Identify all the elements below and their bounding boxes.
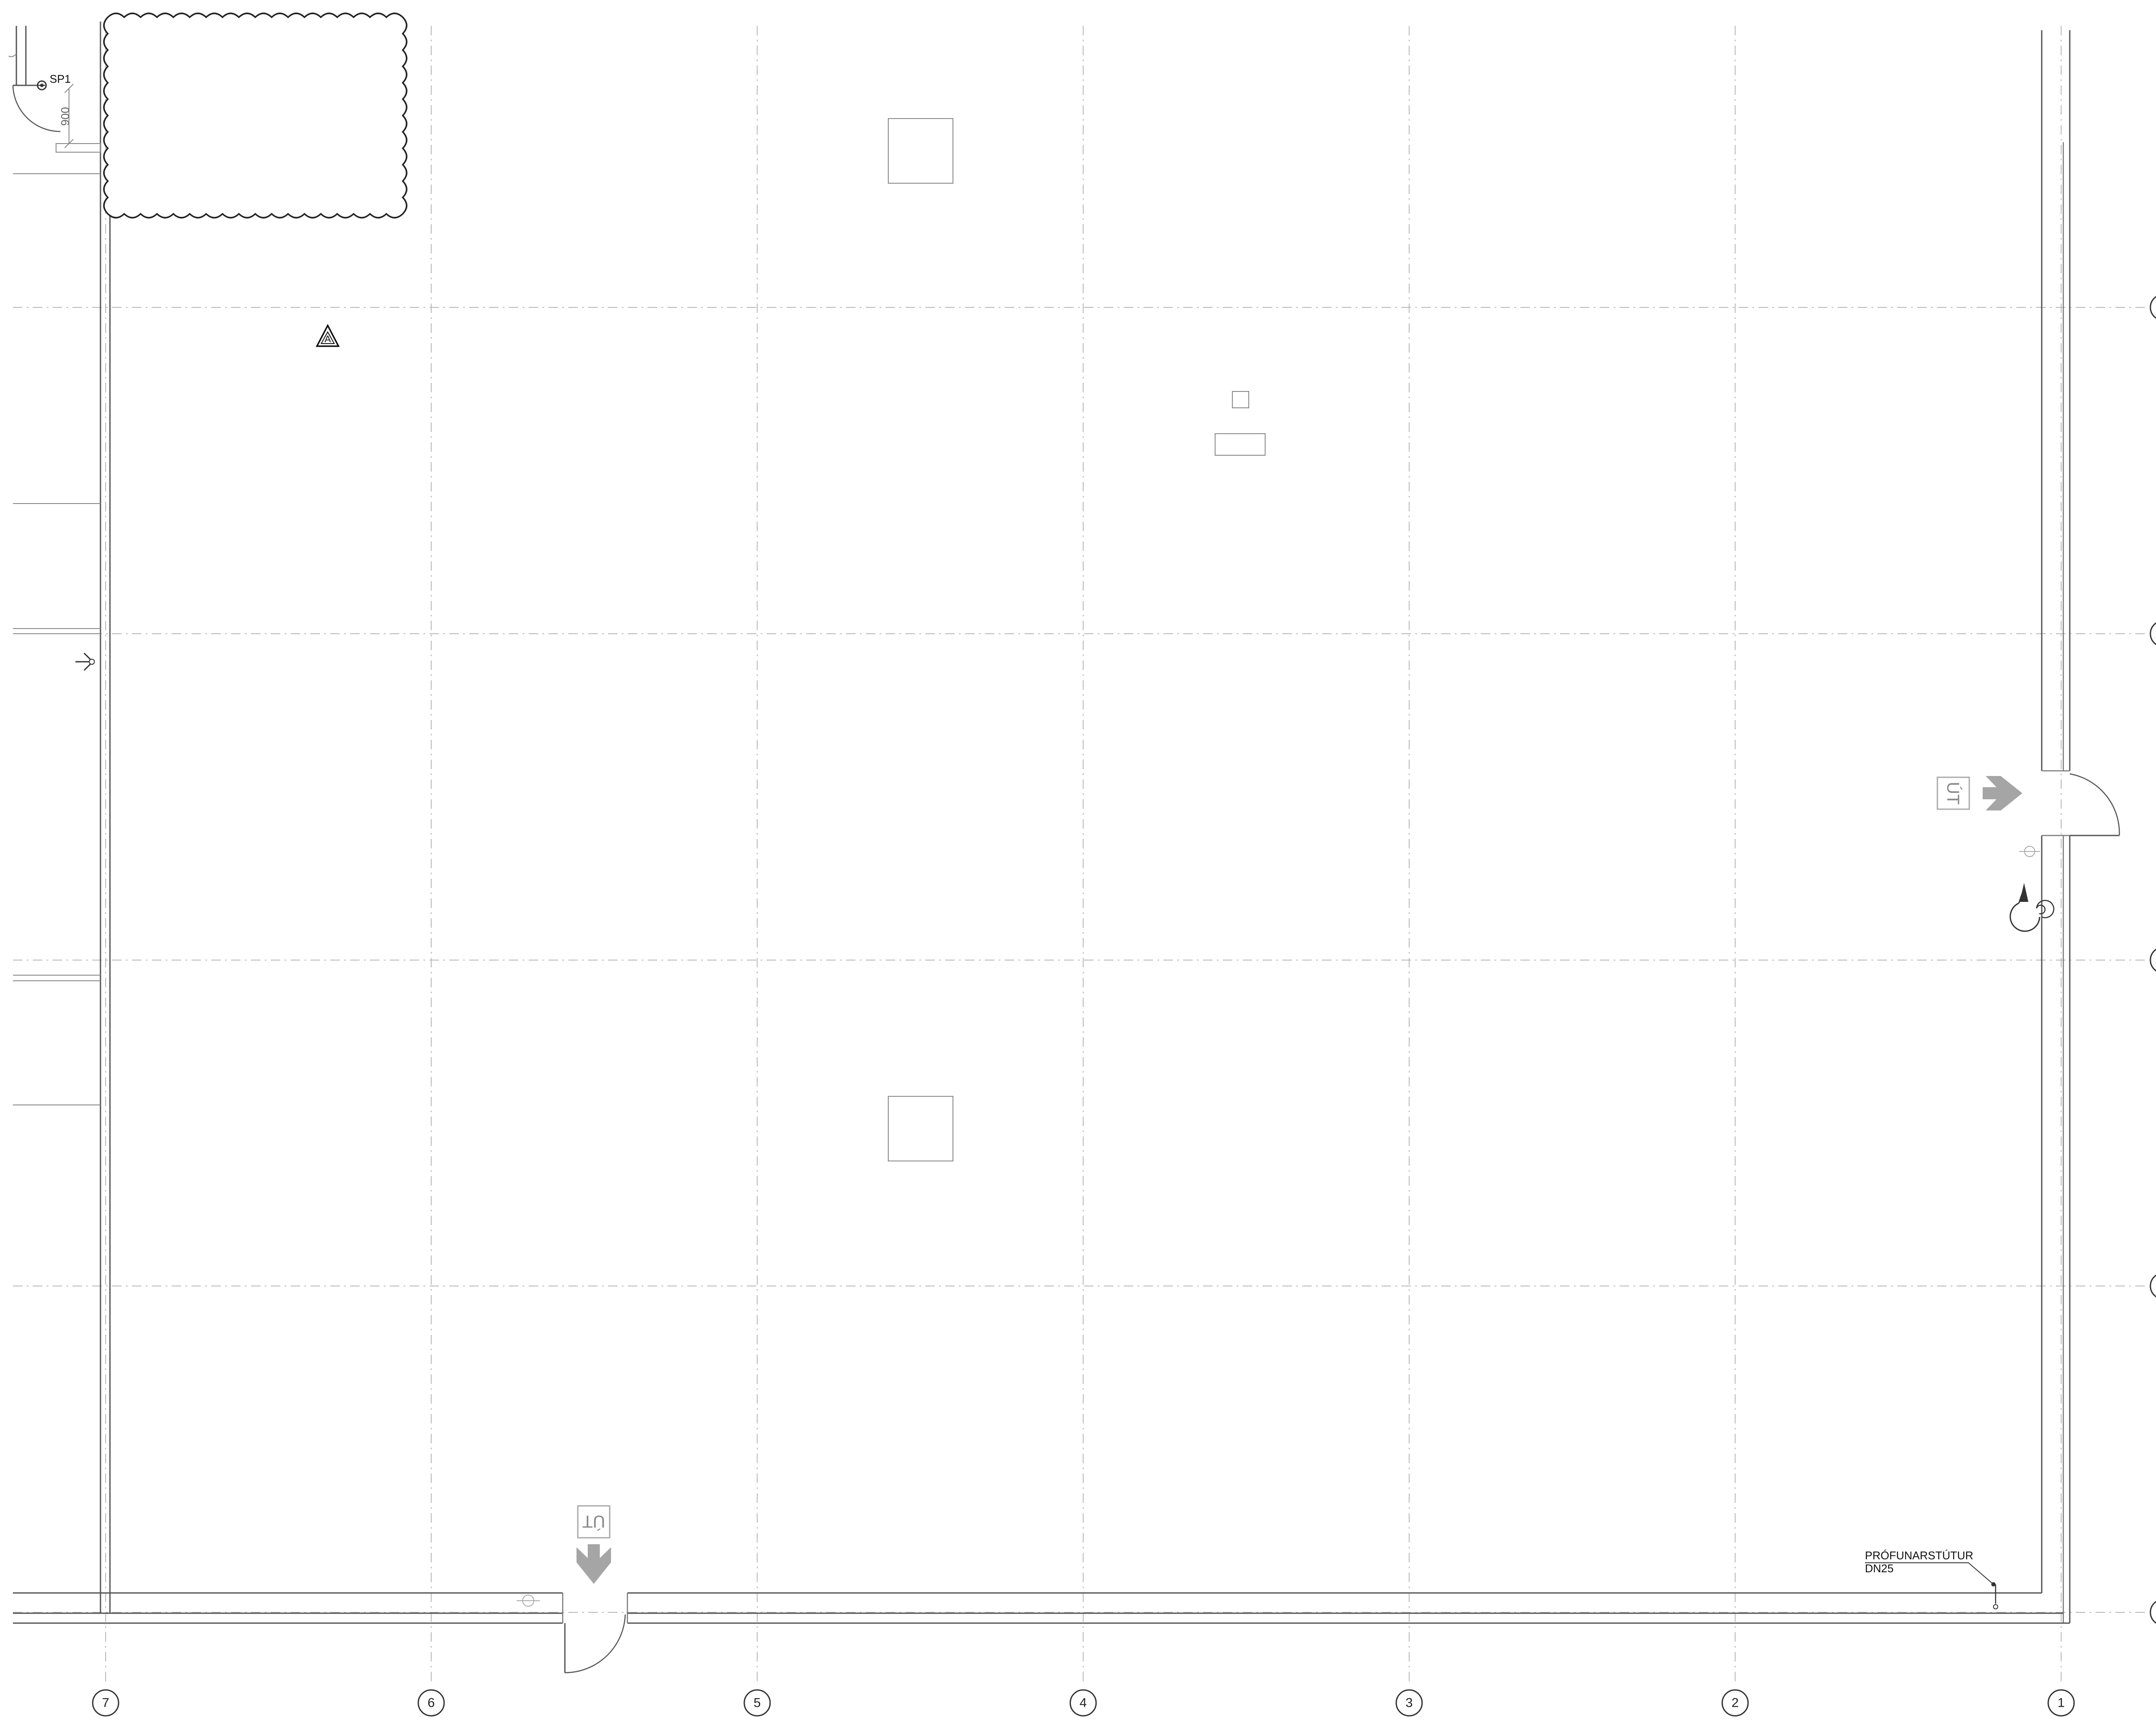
- dimension-tick-top: [64, 84, 74, 93]
- column-label-2: 2: [1732, 1696, 1739, 1710]
- column-label-6: 6: [428, 1696, 435, 1710]
- row-bubble-A: A: [2150, 1601, 2156, 1624]
- column-label-3: 3: [1406, 1696, 1413, 1710]
- sprinkler-head-dot: [40, 84, 44, 87]
- exit-sign-south-text: ÚT: [582, 1512, 605, 1531]
- test-connection-point-icon: [1991, 1582, 1996, 1586]
- column-label-5: 5: [754, 1696, 761, 1710]
- wall-fixture-south-icon: [517, 1595, 540, 1607]
- row-bubble-B: B: [2150, 1274, 2156, 1298]
- column-label-7: 7: [102, 1696, 110, 1710]
- corner-room-door-leaf: [56, 143, 101, 153]
- grid-lines: [13, 26, 2147, 1681]
- door-south[interactable]: [564, 1614, 626, 1674]
- column-bubble-6: 6: [417, 1689, 445, 1717]
- door-east[interactable]: [2069, 773, 2120, 836]
- exit-sign-south: ÚT: [577, 1505, 611, 1584]
- column-bubble-1: 1: [2047, 1689, 2075, 1717]
- corner-room-hook: [8, 53, 17, 57]
- wall-fixture-east-icon: [2019, 846, 2040, 857]
- sprinkler-head-icon: [37, 80, 47, 91]
- dimension-text: 900: [59, 107, 72, 125]
- test-connection-size: DN25: [1865, 1562, 1893, 1575]
- sprinkler-sp1[interactable]: SP1 900: [37, 72, 74, 148]
- small-fixture-rect: [1215, 433, 1266, 456]
- section-arrow-icon: [75, 652, 95, 671]
- walls: [8, 22, 2071, 1624]
- exit-sign-box: [1937, 776, 1970, 810]
- revision-triangle-marker: A: [316, 324, 340, 347]
- sprinkler-tag: SP1: [50, 72, 71, 85]
- exit-arrow-east-icon: [1983, 776, 2022, 810]
- column-bubble-2: 2: [1721, 1689, 1749, 1717]
- dimension-tick-bottom: [64, 139, 74, 148]
- exit-sign-box: [577, 1505, 611, 1539]
- revision-triangle-label: A: [325, 334, 331, 344]
- exit-sign-east: ÚT: [1937, 776, 2022, 810]
- column-bubble-7: 7: [92, 1689, 119, 1717]
- row-bubble-E: E: [2150, 296, 2156, 319]
- column-label-1: 1: [2058, 1696, 2065, 1710]
- exit-arrow-south-icon: [577, 1544, 611, 1584]
- row-bubble-D: D: [2150, 622, 2156, 645]
- structural-column-south: [888, 1096, 953, 1161]
- small-fixture-square: [1232, 391, 1249, 408]
- test-connection-label: PRÓFUNARSTÚTUR: [1865, 1549, 1973, 1562]
- column-bubble-3: 3: [1395, 1689, 1423, 1717]
- corner-room-door-swing: [12, 85, 61, 132]
- row-bubble-C: C: [2150, 948, 2156, 972]
- column-label-4: 4: [1080, 1696, 1087, 1710]
- test-connection-annotation: PRÓFUNARSTÚTUR DN25: [1865, 1549, 1998, 1609]
- revision-cloud: [103, 13, 407, 219]
- structural-column-north: [888, 118, 953, 184]
- riser-spiral-icon: [2009, 883, 2055, 932]
- column-bubble-4: 4: [1069, 1689, 1097, 1717]
- exit-sign-east-text: ÚT: [1943, 782, 1963, 804]
- east-door-arc: [2069, 773, 2120, 836]
- column-bubble-5: 5: [743, 1689, 771, 1717]
- south-door-arc: [564, 1614, 626, 1674]
